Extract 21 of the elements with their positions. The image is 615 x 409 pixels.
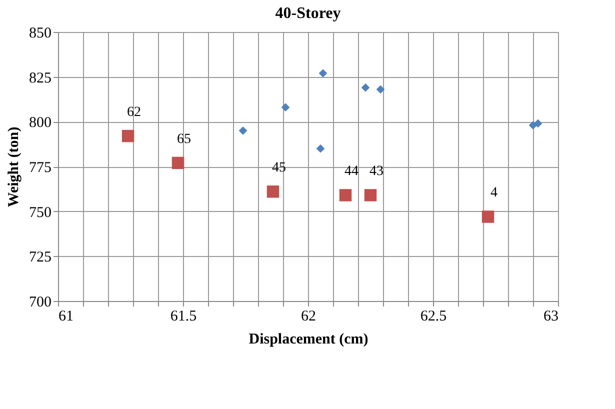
annotation: 65 [177,132,191,147]
y-tick-label: 700 [29,294,52,310]
y-tick-label: 800 [29,115,52,132]
annotation: 44 [344,164,358,180]
y-tick-label: 750 [29,204,52,221]
annotation: 45 [272,160,286,176]
chart-title: 40-Storey [275,5,341,22]
annotation: 43 [370,164,384,180]
y-axis-title: Weight (ton) [6,126,22,208]
x-tick-label: 63 [544,308,558,324]
annotation: 62 [127,105,141,120]
x-tick-label: 62 [301,308,316,324]
y-tick-label: 775 [29,160,52,176]
y-tick-label: 725 [29,250,52,266]
y-tick-label: 850 [29,26,52,42]
x-tick-label: 62.5 [420,308,447,324]
x-tick-label: 61.5 [170,308,197,324]
x-tick-label: 61 [58,308,74,324]
x-axis-title: Displacement (cm) [248,332,368,348]
annotation: 4 [490,186,498,201]
y-tick-label: 825 [29,70,52,86]
